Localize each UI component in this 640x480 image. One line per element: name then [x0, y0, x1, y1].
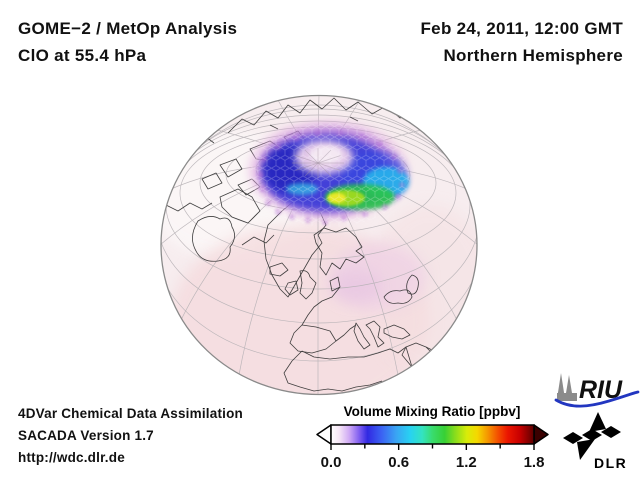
pole-graticule-spokes [292, 148, 344, 178]
footer-credits: 4DVar Chemical Data Assimilation SACADA … [18, 403, 243, 469]
colorbar-gradient-bar [330, 424, 535, 445]
svg-text:1.2: 1.2 [456, 454, 477, 471]
dlr-logo: DLR [563, 412, 627, 471]
svg-text:1.8: 1.8 [524, 454, 545, 471]
dlr-emblem-icon [563, 412, 621, 460]
svg-text:0.0: 0.0 [321, 454, 342, 471]
datetime-label: Feb 24, 2011, 12:00 GMT [420, 19, 623, 38]
riu-swoosh [554, 390, 640, 408]
dlr-logo-text: DLR [594, 455, 627, 471]
colorbar-overflow-arrow [533, 424, 549, 445]
url-label: http://wdc.dlr.de [18, 450, 125, 465]
svg-text:0.6: 0.6 [388, 454, 409, 471]
assimilation-label: 4DVar Chemical Data Assimilation [18, 406, 243, 421]
riu-logo: RIU [554, 373, 640, 408]
header-left: GOME−2 / MetOp Analysis ClO at 55.4 hPa [18, 15, 237, 69]
cathedral-icon [557, 373, 577, 401]
header-right: Feb 24, 2011, 12:00 GMT Northern Hemisph… [421, 15, 624, 69]
version-label: SACADA Version 1.7 [18, 428, 154, 443]
colorbar: Volume Mixing Ratio [ppbv] 0.0 0.6 1.2 1.8 [316, 404, 549, 471]
globe-map [160, 94, 478, 396]
product-title: GOME−2 / MetOp Analysis [18, 19, 238, 38]
colorbar-title: Volume Mixing Ratio [ppbv] [344, 404, 521, 419]
colorbar-tick-labels: 0.0 0.6 1.2 1.8 [321, 454, 545, 471]
hemisphere-label: Northern Hemisphere [443, 46, 623, 65]
colorbar-ticks [330, 444, 535, 450]
colorbar-underflow-arrow [316, 424, 332, 445]
species-level-label: ClO at 55.4 hPa [18, 46, 147, 65]
globe-rim [160, 94, 478, 396]
